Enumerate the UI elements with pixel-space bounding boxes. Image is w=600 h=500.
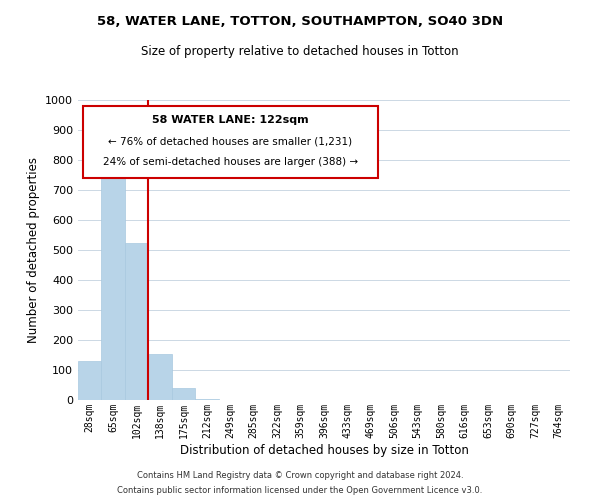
Y-axis label: Number of detached properties: Number of detached properties [26,157,40,343]
X-axis label: Distribution of detached houses by size in Totton: Distribution of detached houses by size … [179,444,469,456]
Bar [172,388,195,400]
Bar [195,398,218,400]
Bar [125,242,148,400]
FancyBboxPatch shape [83,106,378,178]
Text: 24% of semi-detached houses are larger (388) →: 24% of semi-detached houses are larger (… [103,157,358,167]
Bar [148,354,172,400]
Bar [101,168,125,400]
Text: Contains public sector information licensed under the Open Government Licence v3: Contains public sector information licen… [118,486,482,495]
Text: Size of property relative to detached houses in Totton: Size of property relative to detached ho… [141,45,459,58]
Text: Contains HM Land Registry data © Crown copyright and database right 2024.: Contains HM Land Registry data © Crown c… [137,471,463,480]
Text: ← 76% of detached houses are smaller (1,231): ← 76% of detached houses are smaller (1,… [109,136,353,146]
Text: 58, WATER LANE, TOTTON, SOUTHAMPTON, SO40 3DN: 58, WATER LANE, TOTTON, SOUTHAMPTON, SO4… [97,15,503,28]
Bar [78,361,101,400]
Text: 58 WATER LANE: 122sqm: 58 WATER LANE: 122sqm [152,115,309,125]
